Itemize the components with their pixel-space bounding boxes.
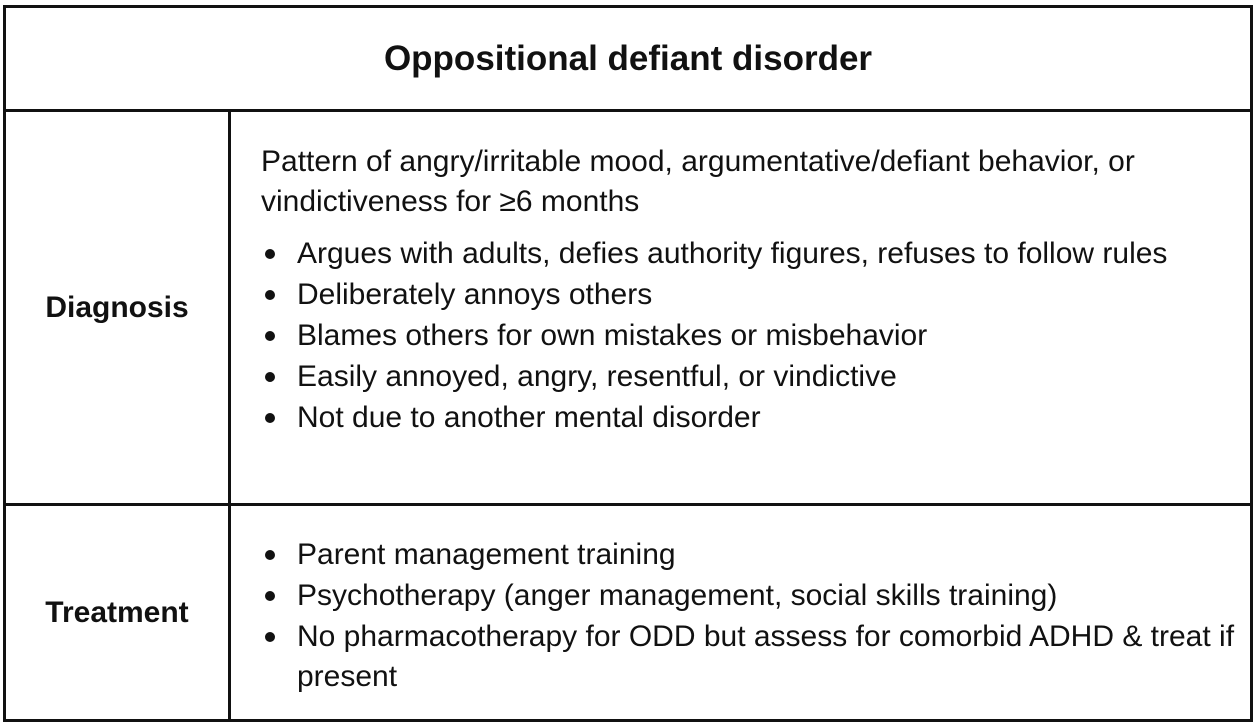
list-item: Deliberately annoys others [261,275,1236,315]
list-item: Not due to another mental disorder [261,398,1236,438]
list-item-text: Psychotherapy (anger management, social … [297,579,1058,612]
odd-summary-table: Oppositional defiant disorder Diagnosis … [3,5,1253,722]
list-item: No pharmacotherapy for ODD but assess fo… [261,617,1236,697]
diagnosis-row: Diagnosis Pattern of angry/irritable moo… [6,112,1250,506]
list-item-text: Blames others for own mistakes or misbeh… [297,319,928,352]
list-item-text: Easily annoyed, angry, resentful, or vin… [297,360,897,393]
table-title-row: Oppositional defiant disorder [6,8,1250,112]
list-item-text: Parent management training [297,538,676,571]
treatment-label: Treatment [45,595,189,629]
treatment-label-cell: Treatment [6,506,231,719]
bullet-icon [265,591,275,601]
bullet-icon [265,413,275,423]
list-item: Parent management training [261,535,1236,575]
list-item: Psychotherapy (anger management, social … [261,576,1236,616]
list-item-text: Argues with adults, defies authority fig… [297,237,1168,270]
list-item: Blames others for own mistakes or misbeh… [261,316,1236,356]
bullet-icon [265,331,275,341]
treatment-list: Parent management training Psychotherapy… [261,535,1236,697]
treatment-content-cell: Parent management training Psychotherapy… [231,506,1250,719]
list-item: Argues with adults, defies authority fig… [261,234,1236,274]
diagnosis-intro: Pattern of angry/irritable mood, argumen… [261,145,1135,218]
bullet-icon [265,372,275,382]
list-item-text: Not due to another mental disorder [297,401,761,434]
diagnosis-label: Diagnosis [45,290,189,324]
bullet-icon [265,249,275,259]
list-item-text: Deliberately annoys others [297,278,653,311]
list-item-text: No pharmacotherapy for ODD but assess fo… [297,620,1235,693]
bullet-icon [265,632,275,642]
table-title: Oppositional defiant disorder [383,38,873,78]
diagnosis-criteria-list: Argues with adults, defies authority fig… [261,234,1236,438]
bullet-icon [265,290,275,300]
diagnosis-label-cell: Diagnosis [6,112,231,503]
bullet-icon [265,550,275,560]
treatment-row: Treatment Parent management training Psy… [6,506,1250,719]
diagnosis-content-cell: Pattern of angry/irritable mood, argumen… [231,112,1250,503]
list-item: Easily annoyed, angry, resentful, or vin… [261,357,1236,397]
